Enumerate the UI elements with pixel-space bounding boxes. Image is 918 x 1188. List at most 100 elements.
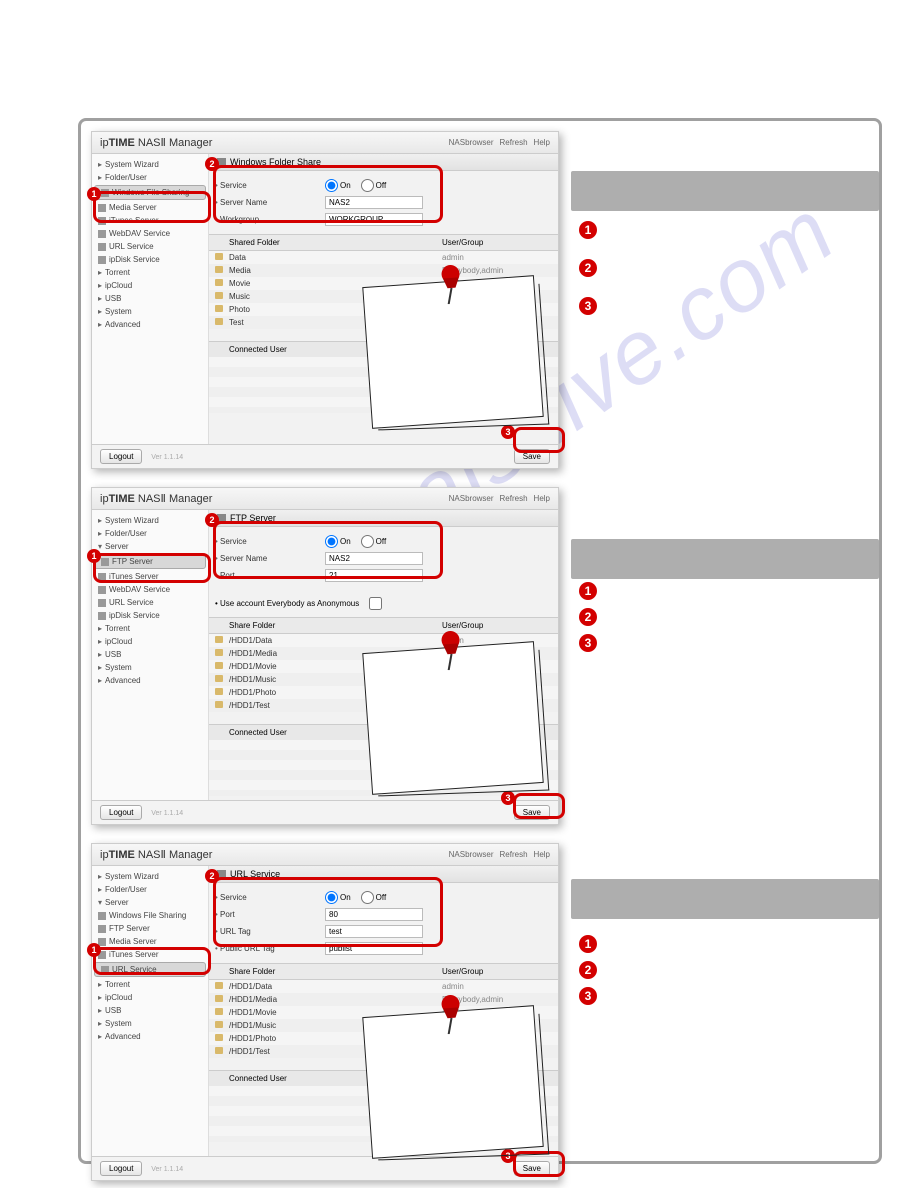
folder-icon — [215, 1021, 223, 1028]
input-server-name[interactable] — [325, 552, 423, 565]
radio-off-input[interactable] — [361, 535, 374, 548]
sidebar-item-ipdisk[interactable]: ipDisk Service — [92, 609, 208, 622]
table-row[interactable]: Dataadmin — [209, 251, 558, 264]
sidebar-item-url[interactable]: URL Service — [94, 962, 206, 977]
link-refresh[interactable]: Refresh — [500, 494, 528, 503]
sidebar-label: System Wizard — [105, 516, 159, 525]
sidebar-item-ftp[interactable]: FTP Server — [94, 554, 206, 569]
logout-button[interactable]: Logout — [100, 805, 142, 820]
radio-off-input[interactable] — [361, 179, 374, 192]
logout-button[interactable]: Logout — [100, 449, 142, 464]
radio-on[interactable]: On — [325, 179, 351, 192]
table-header: Share Folder User/Group — [209, 963, 558, 980]
annot-2: 2 — [579, 608, 597, 626]
sidebar-item-url[interactable]: URL Service — [92, 596, 208, 609]
sidebar-item-advanced[interactable]: ▸Advanced — [92, 318, 208, 331]
hdr-icon — [215, 238, 229, 247]
sidebar-label: Torrent — [105, 268, 130, 277]
sidebar-item-folder-user[interactable]: ▸Folder/User — [92, 883, 208, 896]
sidebar-item-system[interactable]: ▸System — [92, 661, 208, 674]
sidebar-item-system-wizard[interactable]: ▸System Wizard — [92, 158, 208, 171]
radio-on-input[interactable] — [325, 891, 338, 904]
annot-3: 3 — [579, 634, 597, 652]
folder-icon — [215, 982, 223, 989]
table-row[interactable]: MediaEverybody,admin — [209, 264, 558, 277]
sidebar-item-system-wizard[interactable]: ▸System Wizard — [92, 870, 208, 883]
sidebar-item-media[interactable]: Media Server — [92, 935, 208, 948]
titlebar-links: NASbrowser Refresh Help — [449, 850, 550, 859]
sidebar-item-folder-user[interactable]: ▸Folder/User — [92, 171, 208, 184]
sidebar-item-advanced[interactable]: ▸Advanced — [92, 674, 208, 687]
sidebar-item-advanced[interactable]: ▸Advanced — [92, 1030, 208, 1043]
save-button[interactable]: Save — [514, 1161, 550, 1176]
folder-icon — [215, 701, 223, 708]
sidebar-item-ipcloud[interactable]: ▸ipCloud — [92, 279, 208, 292]
sidebar-item-media[interactable]: Media Server — [92, 201, 208, 214]
radio-on-input[interactable] — [325, 179, 338, 192]
save-button[interactable]: Save — [514, 449, 550, 464]
sidebar-item-ipcloud[interactable]: ▸ipCloud — [92, 635, 208, 648]
sidebar-item-itunes[interactable]: iTunes Server — [92, 948, 208, 961]
radio-on-input[interactable] — [325, 535, 338, 548]
input-workgroup[interactable] — [325, 213, 423, 226]
sidebar-label: Server — [105, 898, 129, 907]
sidebar-label: URL Service — [109, 598, 154, 607]
link-help[interactable]: Help — [534, 494, 550, 503]
link-help[interactable]: Help — [534, 850, 550, 859]
radio-off-input[interactable] — [361, 891, 374, 904]
sidebar-item-torrent[interactable]: ▸Torrent — [92, 978, 208, 991]
radio-off[interactable]: Off — [361, 179, 387, 192]
table-row[interactable]: /HDD1/Dataadmin — [209, 980, 558, 993]
link-nasbrowser[interactable]: NASbrowser — [449, 494, 494, 503]
radio-off[interactable]: Off — [361, 891, 387, 904]
sidebar-item-server[interactable]: ▾Server — [92, 896, 208, 909]
sidebar-item-itunes[interactable]: iTunes Server — [92, 570, 208, 583]
sidebar-label: Torrent — [105, 624, 130, 633]
sidebar-item-itunes[interactable]: iTunes Server — [92, 214, 208, 227]
sidebar-item-usb[interactable]: ▸USB — [92, 648, 208, 661]
callout-num-2: 2 — [205, 869, 219, 883]
sidebar-item-ipcloud[interactable]: ▸ipCloud — [92, 991, 208, 1004]
hdr-share-folder: Share Folder — [229, 967, 442, 976]
input-server-name[interactable] — [325, 196, 423, 209]
sidebar-item-ftp[interactable]: FTP Server — [92, 922, 208, 935]
sidebar-item-usb[interactable]: ▸USB — [92, 1004, 208, 1017]
save-button[interactable]: Save — [514, 805, 550, 820]
sidebar-item-system-wizard[interactable]: ▸System Wizard — [92, 514, 208, 527]
sidebar-item-wfs[interactable]: Windows File Sharing — [92, 909, 208, 922]
sidebar-item-ipdisk[interactable]: ipDisk Service — [92, 253, 208, 266]
sidebar-item-folder-user[interactable]: ▸Folder/User — [92, 527, 208, 540]
ftp-icon — [101, 558, 109, 566]
radio-off[interactable]: Off — [361, 535, 387, 548]
sidebar-item-usb[interactable]: ▸USB — [92, 292, 208, 305]
checkbox-anon[interactable] — [369, 597, 382, 610]
sidebar-item-url[interactable]: URL Service — [92, 240, 208, 253]
sidebar-label: URL Service — [109, 242, 154, 251]
folder-icon — [215, 688, 223, 695]
link-nasbrowser[interactable]: NASbrowser — [449, 850, 494, 859]
radio-on[interactable]: On — [325, 535, 351, 548]
sidebar-label: iTunes Server — [109, 216, 159, 225]
sidebar-item-torrent[interactable]: ▸Torrent — [92, 266, 208, 279]
sidebar-item-server[interactable]: ▾Server — [92, 540, 208, 553]
table-row[interactable]: /HDD1/MediaEverybody,admin — [209, 993, 558, 1006]
link-refresh[interactable]: Refresh — [500, 850, 528, 859]
title-bold: TIME — [109, 493, 135, 505]
sidebar-item-system[interactable]: ▸System — [92, 1017, 208, 1030]
hdr-user-group: User/Group — [442, 238, 552, 247]
input-port[interactable] — [325, 908, 423, 921]
sidebar-item-system[interactable]: ▸System — [92, 305, 208, 318]
sidebar-item-webdav[interactable]: WebDAV Service — [92, 583, 208, 596]
sidebar-item-webdav[interactable]: WebDAV Service — [92, 227, 208, 240]
logout-button[interactable]: Logout — [100, 1161, 142, 1176]
radio-on[interactable]: On — [325, 891, 351, 904]
url-icon — [101, 966, 109, 974]
sidebar-item-torrent[interactable]: ▸Torrent — [92, 622, 208, 635]
link-nasbrowser[interactable]: NASbrowser — [449, 138, 494, 147]
link-refresh[interactable]: Refresh — [500, 138, 528, 147]
input-port[interactable] — [325, 569, 423, 582]
link-help[interactable]: Help — [534, 138, 550, 147]
input-pub-tag[interactable] — [325, 942, 423, 955]
sidebar-item-wfs[interactable]: Windows File Sharing — [94, 185, 206, 200]
input-url-tag[interactable] — [325, 925, 423, 938]
